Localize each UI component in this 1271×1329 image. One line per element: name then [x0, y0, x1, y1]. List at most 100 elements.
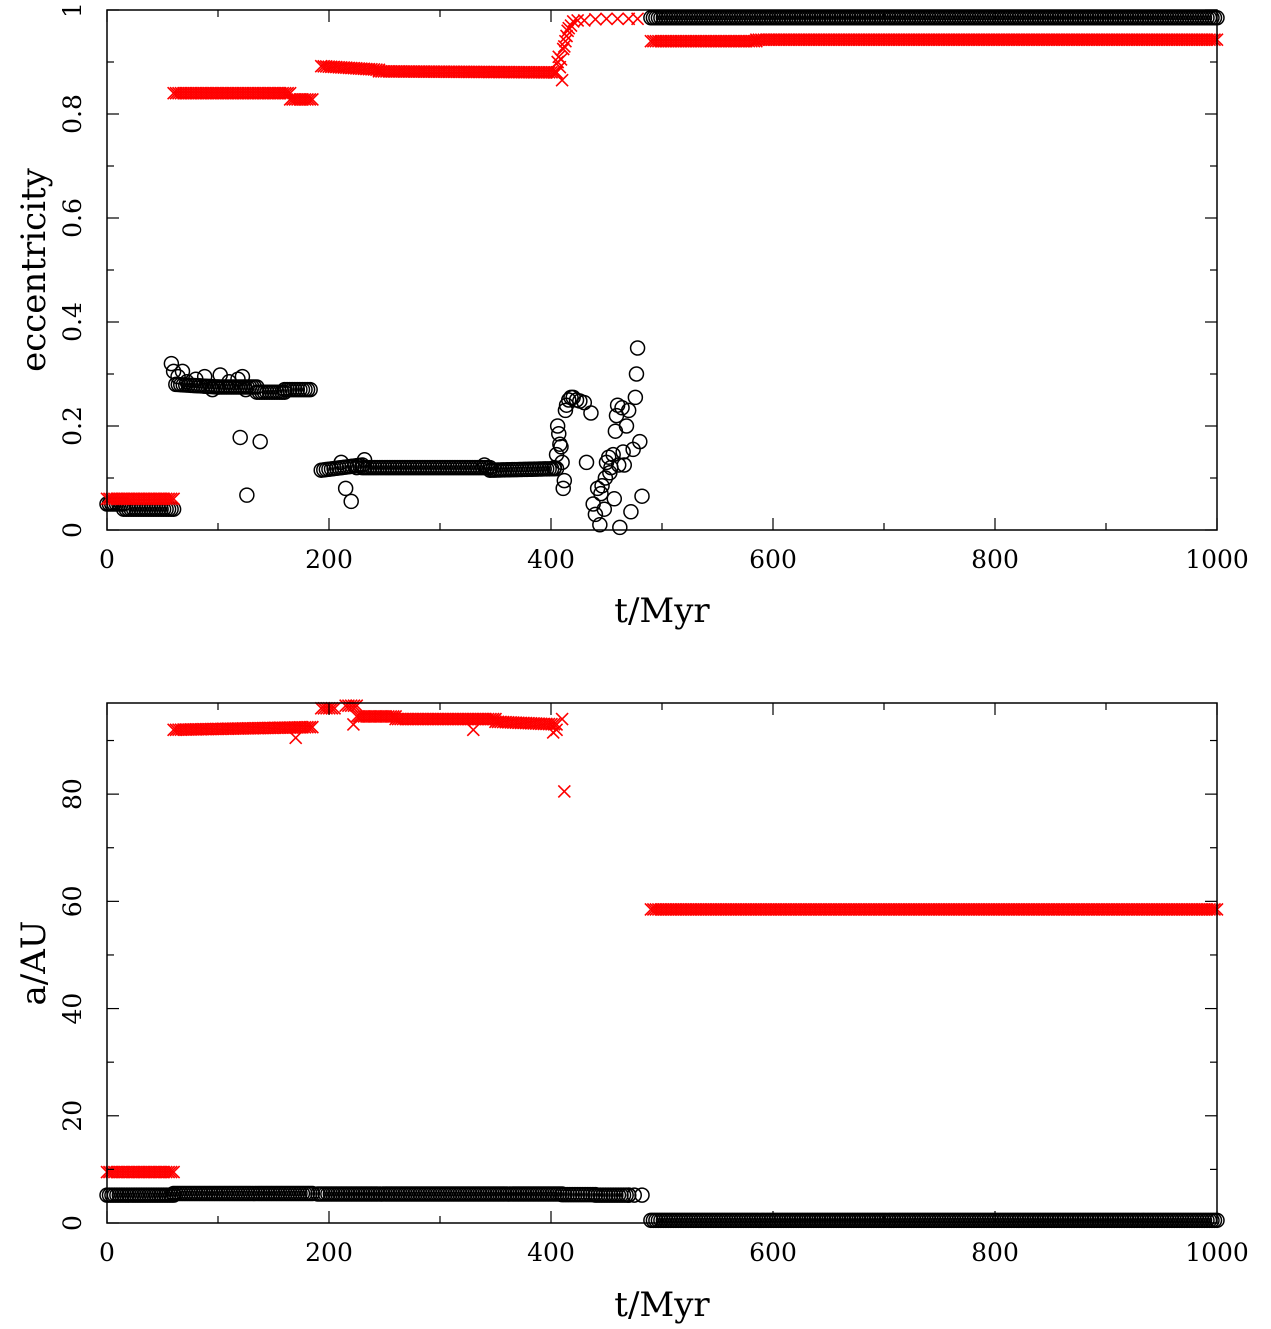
- eccentricity-circle-point: [614, 400, 630, 416]
- eccentricity-circle-point: [174, 363, 191, 380]
- eccentricity-cross-point: [303, 92, 317, 107]
- semimajor-axis-cross-point: [300, 720, 314, 734]
- eccentricity-circle-point: [629, 340, 646, 356]
- eccentricity-cross-point: [278, 86, 292, 100]
- eccentricity-circle-point: [606, 491, 623, 507]
- eccentricity-x-tick-label: 1000: [1185, 545, 1249, 574]
- eccentricity-y-axis-label: eccentricity: [14, 167, 54, 372]
- semimajor-axis-x-axis-label: t/Myr: [614, 1285, 710, 1325]
- semimajor-axis-y-tick-label: 40: [58, 993, 87, 1025]
- eccentricity-y-tick-label: 0.8: [58, 94, 87, 134]
- semimajor-axis-y-tick-label: 60: [58, 885, 87, 917]
- eccentricity-circle-point: [594, 478, 610, 494]
- eccentricity-circle-point: [592, 517, 608, 533]
- eccentricity-circle-point: [165, 363, 182, 380]
- eccentricity-circle-point: [476, 457, 493, 473]
- semimajor-axis-y-axis-label: a/AU: [14, 921, 54, 1006]
- eccentricity-panel: 0 200 400 600 800 1000 0 0.2 0.4 0.6 0.8 1 t/Myr e…: [14, 2, 1249, 631]
- eccentricity-cross-point: [558, 34, 572, 48]
- semimajor-axis-x-tick-label: 200: [305, 1238, 353, 1267]
- semimajor-axis-x-tick-label: 800: [971, 1238, 1019, 1267]
- semimajor-axis-x-tick-label: 400: [527, 1238, 575, 1267]
- eccentricity-cross-point: [588, 12, 602, 26]
- eccentricity-cross-point: [544, 65, 559, 79]
- semimajor-axis-y-tick-label: 0: [58, 1215, 87, 1231]
- eccentricity-x-tick-label: 0: [99, 545, 115, 574]
- eccentricity-circle-point: [239, 487, 255, 503]
- semimajor-axis-panel: 0 200 400 600 800 1000 0 20 40 60 80 t/Myr a/AU: [14, 699, 1249, 1325]
- eccentricity-circle-point: [583, 405, 599, 421]
- semimajor-axis-cross-point: [325, 701, 339, 715]
- eccentricity-circle-point: [557, 402, 574, 419]
- semimajor-axis-cross-point: [466, 723, 480, 737]
- semimajor-axis-cross-point: [1207, 902, 1222, 916]
- eccentricity-circle-point: [555, 480, 571, 497]
- semimajor-axis-y-tick-label: 20: [58, 1100, 87, 1132]
- semimajor-axis-circle-point: [626, 1187, 642, 1203]
- eccentricity-cross-point: [1205, 33, 1219, 47]
- eccentricity-circle-point: [554, 454, 570, 471]
- semimajor-axis-circle-point: [304, 1185, 321, 1202]
- eccentricity-circle-point: [179, 374, 195, 390]
- eccentricity-y-tick-label: 0.6: [58, 198, 87, 238]
- eccentricity-x-tick-label: 800: [971, 545, 1019, 574]
- eccentricity-cross-point: [167, 492, 181, 506]
- eccentricity-circle-point: [170, 368, 186, 385]
- eccentricity-circle-point: [252, 433, 268, 450]
- eccentricity-circle-point: [356, 452, 373, 468]
- eccentricity-circle-point: [238, 381, 254, 398]
- semimajor-axis-cross-point: [289, 731, 303, 745]
- semimajor-axis-cross-point: [346, 717, 360, 732]
- semimajor-axis-cross-point: [347, 699, 361, 713]
- eccentricity-cross-point: [559, 29, 574, 43]
- eccentricity-cross-point: [1207, 33, 1222, 47]
- eccentricity-cross-point: [305, 92, 319, 107]
- eccentricity-circle-point: [607, 423, 624, 439]
- eccentricity-cross-point: [631, 12, 645, 26]
- semimajor-axis-ticks: [106, 703, 1218, 1224]
- eccentricity-circle-point: [632, 433, 648, 450]
- eccentricity-cross-point: [554, 52, 568, 66]
- eccentricity-circle-point: [578, 454, 595, 471]
- eccentricity-circle-point: [221, 374, 237, 390]
- semimajor-axis-cross-point: [555, 712, 569, 726]
- eccentricity-circle-point: [618, 418, 635, 434]
- semimajor-axis-x-tick-label: 0: [99, 1238, 115, 1267]
- eccentricity-circle-point: [585, 496, 601, 512]
- semimajor-axis-cross-point: [557, 784, 571, 799]
- eccentricity-y-tick-label: 1: [58, 2, 87, 18]
- semimajor-axis-cross-point: [350, 699, 364, 713]
- eccentricity-cross-point: [577, 13, 591, 27]
- semimajor-axis-cross-point: [164, 1165, 178, 1179]
- semimajor-axis-cross-point: [1205, 902, 1219, 916]
- eccentricity-circle-point: [627, 389, 644, 406]
- eccentricity-circle-point: [576, 394, 593, 411]
- semimajor-axis-marks: [99, 699, 1225, 1229]
- eccentricity-circle-point: [593, 485, 609, 502]
- semimajor-axis-cross-point: [303, 720, 317, 734]
- eccentricity-circle-point: [337, 480, 354, 497]
- eccentricity-circle-point: [349, 459, 365, 476]
- eccentricity-circle-point: [623, 504, 639, 520]
- semimajor-axis-cross-point: [162, 1165, 176, 1179]
- semimajor-axis-plot-frame: [106, 702, 1218, 1224]
- eccentricity-circle-point: [615, 444, 631, 460]
- semimajor-axis-cross-point: [305, 720, 319, 734]
- eccentricity-circle-point: [620, 402, 637, 419]
- semimajor-axis-cross-point: [327, 701, 342, 715]
- eccentricity-y-tick-label: 0.4: [58, 302, 87, 342]
- eccentricity-circle-point: [188, 371, 204, 387]
- eccentricity-circle-point: [232, 429, 248, 446]
- semimajor-axis-cross-point: [549, 723, 564, 737]
- eccentricity-circle-point: [602, 465, 618, 481]
- eccentricity-cross-point: [300, 92, 314, 107]
- semimajor-axis-x-tick-label: 1000: [1185, 1238, 1249, 1267]
- eccentricity-circle-point: [553, 439, 569, 455]
- eccentricity-cross-point: [571, 13, 585, 27]
- eccentricity-cross-point: [555, 73, 569, 87]
- eccentricity-circle-point: [204, 381, 221, 398]
- semimajor-axis-cross-point: [167, 1165, 181, 1179]
- eccentricity-marks: [99, 10, 1225, 536]
- eccentricity-y-tick-labels: 0 0.2 0.4 0.6 0.8 1: [58, 2, 87, 538]
- eccentricity-x-tick-label: 200: [305, 545, 353, 574]
